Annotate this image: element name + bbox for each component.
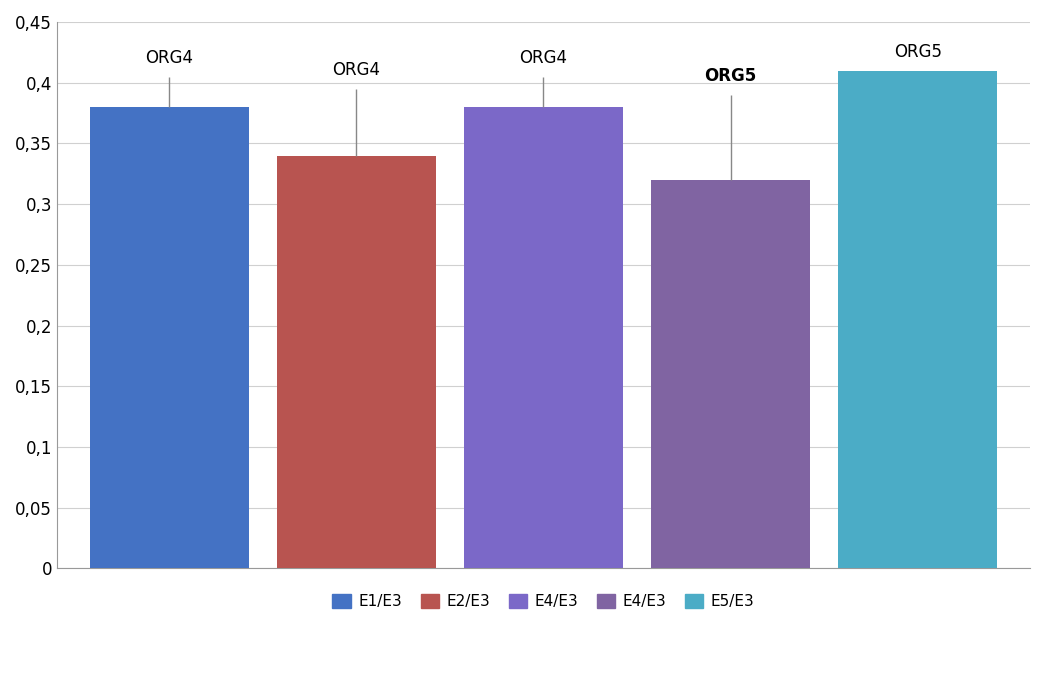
Bar <box>838 71 997 568</box>
Text: ORG4: ORG4 <box>145 49 193 67</box>
Text: ORG4: ORG4 <box>519 49 567 67</box>
Bar <box>464 107 623 568</box>
Text: ORG5: ORG5 <box>704 67 757 85</box>
Bar <box>651 180 810 568</box>
Text: ORG4: ORG4 <box>332 61 380 79</box>
Text: ORG5: ORG5 <box>893 43 942 61</box>
Bar <box>90 107 249 568</box>
Bar <box>277 155 436 568</box>
Legend: E1/E3, E2/E3, E4/E3, E4/E3, E5/E3: E1/E3, E2/E3, E4/E3, E4/E3, E5/E3 <box>326 588 761 616</box>
